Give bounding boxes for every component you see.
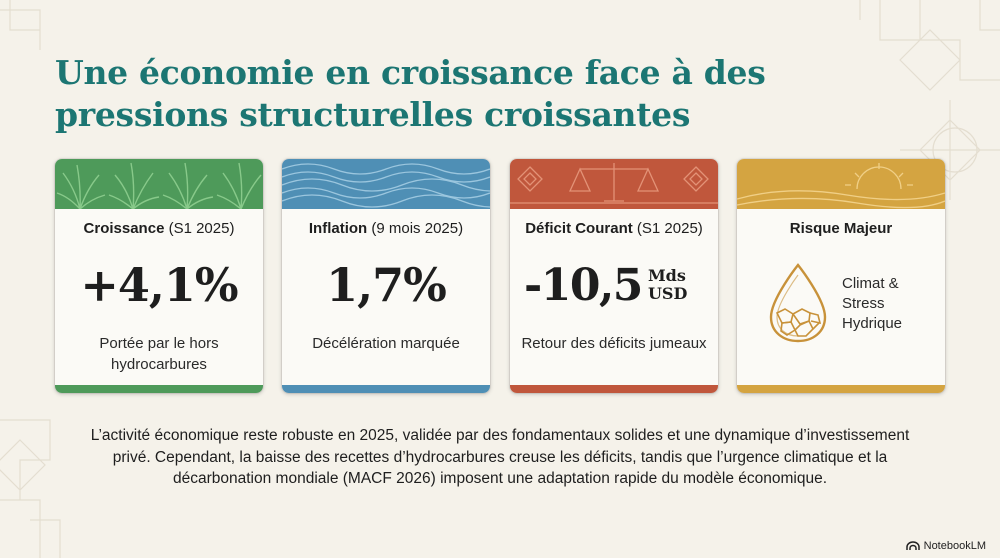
scales-icon <box>510 159 718 209</box>
growth-heading: Croissance (S1 2025) <box>55 219 263 239</box>
deficit-label: Déficit Courant <box>525 220 633 237</box>
deficit-unit: Mds USD <box>648 267 687 303</box>
summary-paragraph: L’activité économique reste robuste en 2… <box>90 427 910 487</box>
risk-heading: Risque Majeur <box>737 219 945 239</box>
waves-icon <box>282 159 490 209</box>
risk-accent-bar <box>737 385 945 393</box>
deficit-card: Déficit Courant (S1 2025) -10,5 Mds USD … <box>510 159 718 393</box>
growth-description: Portée par le hors hydrocarbures <box>99 335 219 373</box>
brand-name: NotebookLM <box>923 540 986 552</box>
dry-water-drop-icon <box>769 263 827 343</box>
sun-dunes-icon <box>737 159 945 209</box>
deficit-value-group: -10,5 Mds USD <box>524 255 687 315</box>
inflation-period: (9 mois 2025) <box>367 220 464 237</box>
deficit-description: Retour des déficits jumeaux <box>521 335 707 352</box>
inflation-card: Inflation (9 mois 2025) 1,7% Décélératio… <box>282 159 490 393</box>
risk-card: Risque Majeur Climat & Stress Hydrique <box>737 159 945 393</box>
notebooklm-logo-icon <box>905 541 920 550</box>
risk-label: Risque Majeur <box>789 220 893 237</box>
risk-description: Climat & Stress Hydrique <box>842 275 903 332</box>
growth-value: +4,1% <box>80 258 238 312</box>
growth-period: (S1 2025) <box>164 220 235 237</box>
inflation-value: 1,7% <box>326 258 447 312</box>
brand-watermark: NotebookLM <box>905 540 986 552</box>
deficit-accent-bar <box>510 385 718 393</box>
deficit-unit-bottom: USD <box>647 284 688 303</box>
inflation-heading: Inflation (9 mois 2025) <box>282 219 490 239</box>
deficit-period: (S1 2025) <box>632 220 703 237</box>
deficit-value: -10,5 <box>524 259 643 311</box>
inflation-description: Décélération marquée <box>312 335 460 352</box>
inflation-accent-bar <box>282 385 490 393</box>
inflation-label: Inflation <box>308 220 368 237</box>
growth-accent-bar <box>55 385 263 393</box>
deficit-unit-top: Mds <box>647 266 686 285</box>
growth-label: Croissance <box>83 220 165 237</box>
deficit-heading: Déficit Courant (S1 2025) <box>510 219 718 239</box>
palm-leaves-icon <box>55 159 263 209</box>
page-title: Une économie en croissance face à des pr… <box>55 53 766 134</box>
growth-card: Croissance (S1 2025) +4,1% Portée par le… <box>55 159 263 393</box>
